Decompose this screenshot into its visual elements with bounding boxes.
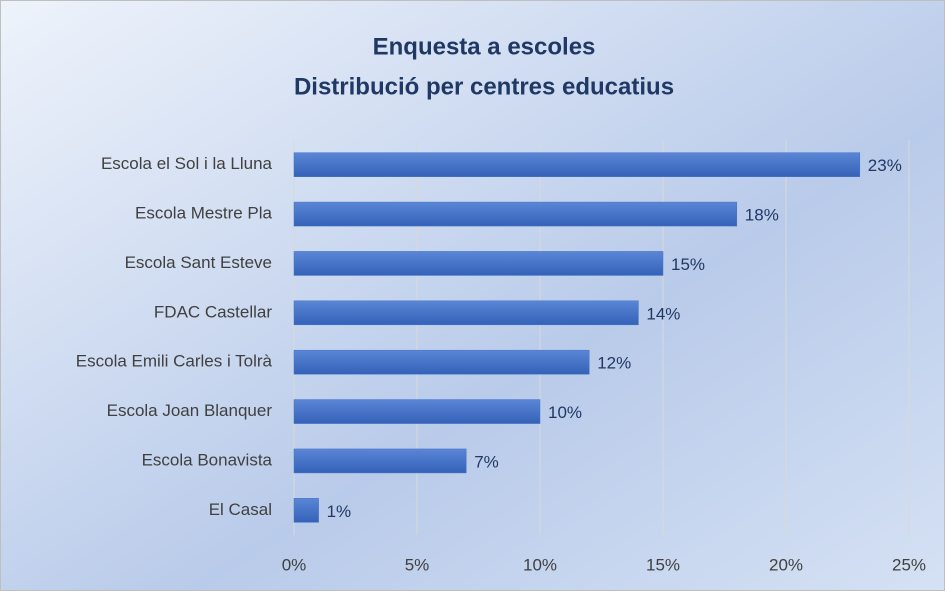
x-tick-label: 25% [892, 555, 926, 574]
x-tick-label: 5% [405, 555, 430, 574]
y-tick-label: Escola Joan Blanquer [107, 401, 273, 420]
bar [293, 448, 467, 474]
value-label: 10% [548, 403, 582, 422]
value-label: 18% [745, 206, 779, 225]
x-tick-label: 20% [769, 555, 803, 574]
bar [293, 300, 639, 326]
value-label: 23% [868, 156, 902, 175]
value-label: 7% [474, 452, 499, 471]
bar [293, 498, 319, 523]
value-label: 14% [646, 304, 680, 323]
y-tick-label: El Casal [209, 500, 272, 519]
x-tick-label: 10% [523, 555, 557, 574]
bar [293, 399, 541, 424]
y-tick-label: Escola Mestre Pla [135, 204, 273, 223]
y-tick-label: Escola Bonavista [142, 450, 273, 469]
bar [293, 201, 738, 227]
value-label: 15% [671, 255, 705, 274]
chart-subtitle: Distribució per centres educatius [294, 73, 674, 100]
x-tick-label: 0% [282, 555, 307, 574]
bar [293, 349, 590, 375]
bar [293, 251, 664, 276]
value-label: 1% [327, 502, 352, 521]
y-tick-label: Escola Emili Carles i Tolrà [76, 352, 273, 371]
bar [293, 152, 861, 177]
y-tick-label: Escola Sant Esteve [125, 253, 272, 272]
value-label: 12% [597, 354, 631, 373]
y-tick-label: Escola el Sol i la Lluna [101, 154, 273, 173]
x-tick-label: 15% [646, 555, 680, 574]
chart-title: Enquesta a escoles [373, 33, 596, 60]
y-tick-label: FDAC Castellar [154, 302, 272, 321]
